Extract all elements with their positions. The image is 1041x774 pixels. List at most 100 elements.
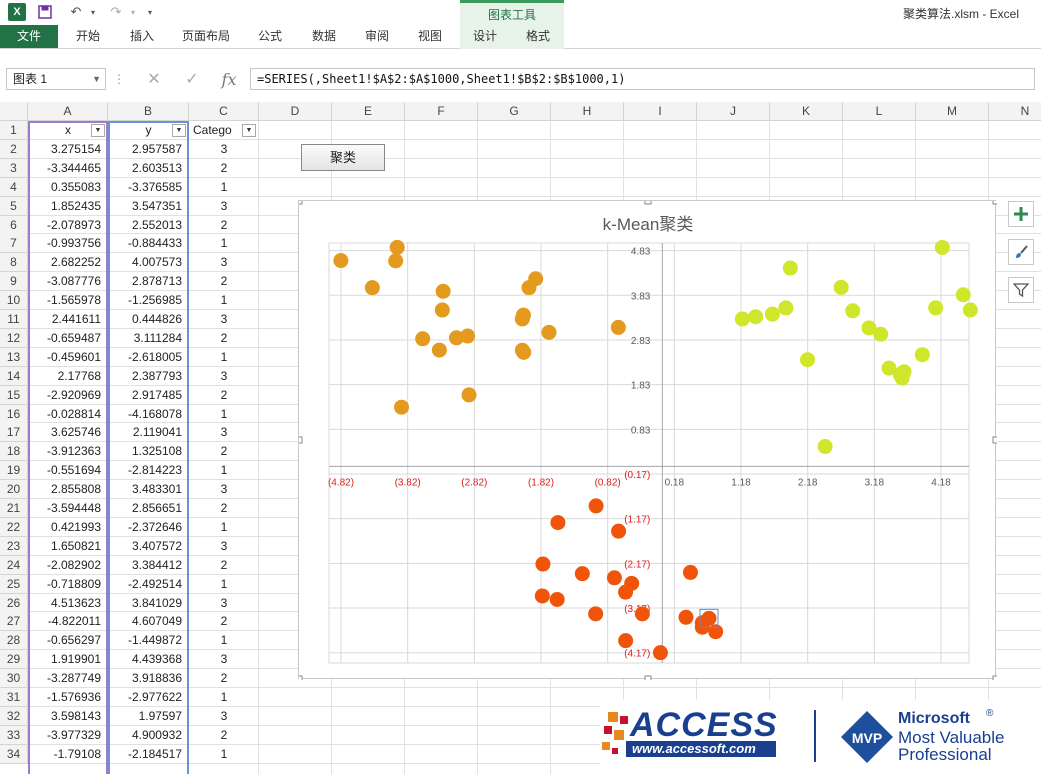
data-point[interactable]: [415, 331, 431, 347]
resize-handle[interactable]: [992, 675, 1000, 683]
cell-category[interactable]: 2: [220, 160, 228, 175]
column-header-g[interactable]: G: [478, 102, 551, 121]
data-point[interactable]: [588, 498, 604, 514]
cell-category[interactable]: 3: [220, 255, 228, 270]
cell-category[interactable]: 2: [220, 614, 228, 629]
data-point[interactable]: [574, 566, 590, 582]
cell-category[interactable]: 3: [220, 368, 228, 383]
cluster-button[interactable]: 聚类: [301, 144, 385, 171]
cell-y[interactable]: -3.376585: [127, 179, 182, 194]
data-point[interactable]: [514, 342, 530, 358]
cell-category[interactable]: 3: [220, 141, 228, 156]
cell-category[interactable]: 1: [220, 576, 228, 591]
tab-view[interactable]: 视图: [417, 29, 442, 43]
cell-y[interactable]: 4.007573: [131, 255, 182, 270]
cell-x[interactable]: 2.682252: [50, 255, 101, 270]
column-header-l[interactable]: L: [843, 102, 916, 121]
cell-y[interactable]: 3.384412: [131, 557, 182, 572]
data-point[interactable]: [461, 387, 477, 403]
tab-data[interactable]: 数据: [311, 29, 336, 43]
filter-dropdown-icon[interactable]: ▼: [91, 124, 105, 137]
column-header-b[interactable]: B: [108, 102, 189, 121]
cell-y[interactable]: 2.119041: [132, 425, 182, 440]
row-header[interactable]: 33: [0, 725, 28, 745]
data-point[interactable]: [881, 360, 897, 376]
cell-category[interactable]: 1: [220, 690, 228, 704]
chart-styles-button[interactable]: [1008, 239, 1034, 265]
data-point[interactable]: [962, 302, 978, 318]
data-point[interactable]: [333, 253, 349, 269]
data-point[interactable]: [928, 300, 944, 316]
data-point[interactable]: [748, 309, 764, 325]
resize-handle[interactable]: [992, 436, 1000, 444]
row-header[interactable]: 3: [0, 158, 28, 178]
data-point[interactable]: [694, 615, 710, 631]
cell-category[interactable]: 1: [220, 633, 228, 648]
row-header[interactable]: 9: [0, 272, 28, 292]
row-header[interactable]: 11: [0, 310, 28, 329]
cell-y[interactable]: 2.856651: [131, 501, 182, 515]
cell-y[interactable]: 3.111284: [133, 330, 182, 345]
cell-x[interactable]: 2.855808: [50, 482, 101, 497]
cell-category[interactable]: 3: [220, 538, 228, 553]
cell-x[interactable]: -0.718809: [46, 576, 101, 591]
cell-category[interactable]: 3: [220, 482, 228, 497]
column-header-c[interactable]: C: [189, 102, 259, 121]
cell-x[interactable]: 3.598143: [50, 708, 101, 723]
cell-y[interactable]: -2.492514: [127, 576, 182, 591]
cell-y[interactable]: 4.607049: [131, 614, 182, 629]
cell-x[interactable]: -1.565978: [46, 293, 101, 308]
cell-category[interactable]: 2: [220, 671, 228, 686]
data-point[interactable]: [389, 239, 405, 255]
data-point[interactable]: [431, 342, 447, 358]
cell-x[interactable]: -0.993756: [46, 236, 101, 251]
cell-x[interactable]: -0.459601: [46, 349, 101, 364]
data-point[interactable]: [782, 260, 798, 276]
resize-handle[interactable]: [295, 436, 303, 444]
cell-category[interactable]: 2: [220, 387, 228, 402]
row-header[interactable]: 1: [0, 121, 28, 140]
row-header[interactable]: 19: [0, 461, 28, 481]
data-point[interactable]: [778, 300, 794, 316]
data-point[interactable]: [364, 280, 380, 296]
row-header[interactable]: 22: [0, 517, 28, 537]
cell-category[interactable]: 3: [220, 708, 228, 723]
cell-category[interactable]: 1: [220, 293, 228, 308]
resize-handle[interactable]: [644, 675, 652, 683]
cell-x[interactable]: 0.421993: [50, 519, 101, 534]
data-point[interactable]: [541, 324, 557, 340]
row-header[interactable]: 8: [0, 253, 28, 273]
resize-handle[interactable]: [992, 197, 1000, 205]
resize-handle[interactable]: [295, 197, 303, 205]
data-point[interactable]: [708, 624, 724, 640]
row-header[interactable]: 15: [0, 385, 28, 405]
cell-y[interactable]: 3.547351: [131, 198, 182, 213]
cell-x[interactable]: -1.576936: [46, 690, 101, 704]
cell-category[interactable]: 1: [220, 236, 228, 251]
data-point[interactable]: [588, 606, 604, 622]
data-point[interactable]: [845, 303, 861, 319]
chart[interactable]: k-Mean聚类 (4.82) (3.82) (2.82) (1.82) (0.82) 0.…: [295, 197, 1000, 683]
data-point[interactable]: [606, 570, 622, 586]
cell-y[interactable]: 2.878713: [131, 274, 182, 289]
data-point[interactable]: [678, 609, 694, 625]
cell-category[interactable]: 2: [220, 330, 228, 345]
redo-dropdown-icon[interactable]: ▾: [130, 7, 135, 17]
cell-category[interactable]: 2: [220, 217, 228, 232]
cell-category[interactable]: 1: [220, 463, 228, 478]
chart-filters-button[interactable]: [1008, 277, 1034, 303]
data-point[interactable]: [934, 239, 950, 255]
data-point[interactable]: [535, 556, 551, 572]
cell-x[interactable]: 0.355083: [50, 179, 101, 194]
cell-y[interactable]: 3.483301: [131, 482, 182, 497]
cell-category[interactable]: 2: [220, 557, 228, 572]
cell-category[interactable]: 1: [220, 519, 228, 534]
column-header-e[interactable]: E: [332, 102, 405, 121]
cell-y[interactable]: -2.372646: [127, 519, 182, 534]
tab-home[interactable]: 开始: [75, 29, 100, 43]
cell-x[interactable]: -1.79108: [53, 746, 101, 761]
tab-file[interactable]: 文件: [0, 25, 58, 48]
row-header[interactable]: 29: [0, 650, 28, 670]
cell-y[interactable]: 2.552013: [131, 217, 182, 232]
row-header[interactable]: 24: [0, 555, 28, 575]
